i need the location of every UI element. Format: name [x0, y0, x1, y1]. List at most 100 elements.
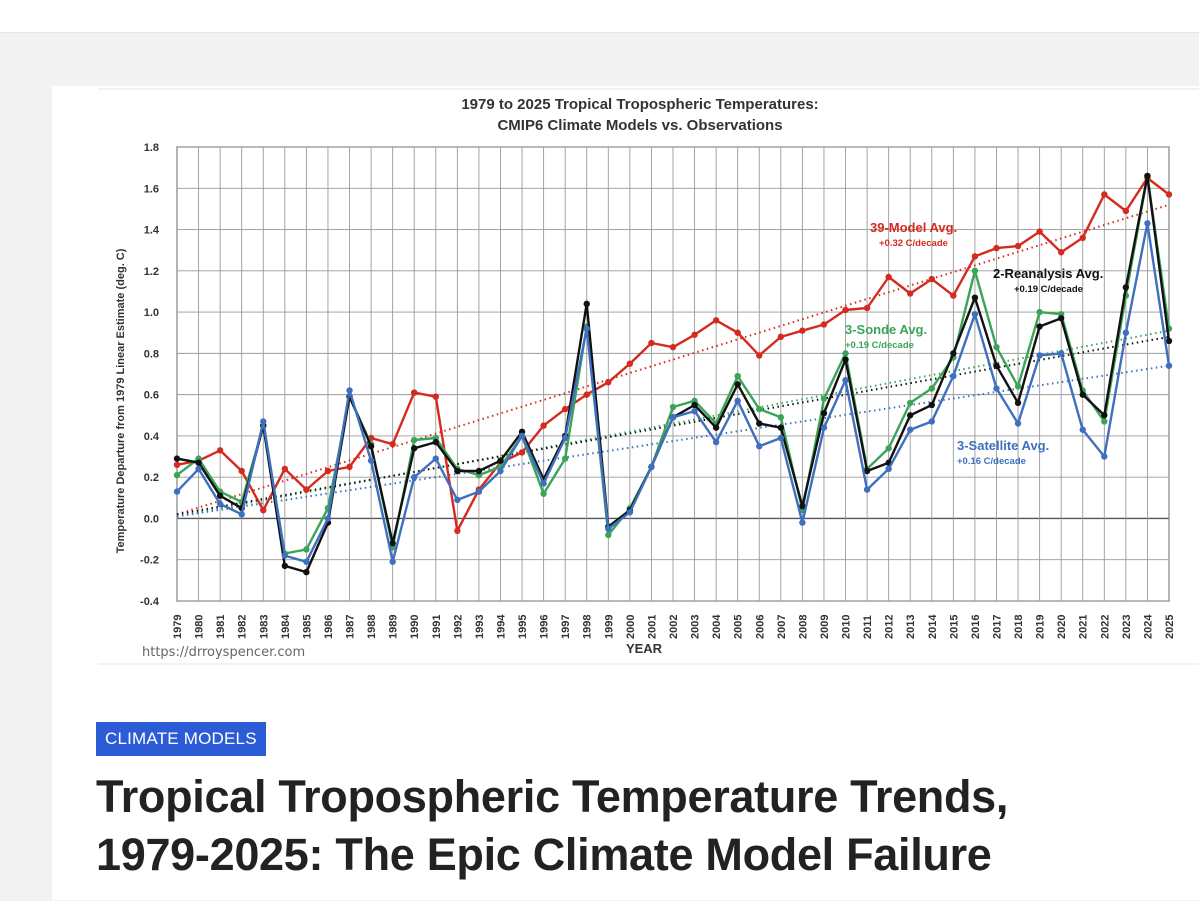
series-point-2 [1036, 323, 1043, 330]
series-point-0 [605, 379, 612, 386]
series-point-2 [216, 492, 224, 499]
series-point-0 [971, 253, 979, 260]
series-point-1 [885, 445, 892, 452]
y-tick-label: 1.2 [144, 266, 159, 278]
y-tick-label: 1.4 [144, 225, 160, 237]
series-point-2 [1144, 172, 1151, 180]
series-point-0 [411, 389, 418, 396]
series-point-3 [756, 443, 763, 450]
series-point-2 [1079, 391, 1086, 398]
series-point-2 [907, 412, 914, 419]
x-tick-label: 1996 [539, 615, 551, 639]
series-point-0 [928, 275, 935, 283]
series-point-0 [303, 486, 310, 493]
series-trend-label-2: +0.19 C/decade [1014, 284, 1083, 295]
article-title-line2[interactable]: 1979-2025: The Epic Climate Model Failur… [96, 829, 992, 880]
series-point-0 [432, 393, 439, 400]
series-point-0 [561, 405, 569, 413]
series-trend-label-0: +0.32 C/decade [879, 238, 948, 249]
series-point-3 [454, 496, 461, 504]
series-point-3 [216, 500, 224, 508]
series-point-3 [605, 525, 612, 532]
series-point-3 [950, 372, 957, 380]
series-point-2 [432, 438, 439, 446]
series-point-0 [454, 527, 461, 535]
x-tick-label: 2021 [1078, 615, 1090, 639]
source-url[interactable]: https://drroyspencer.com [142, 645, 305, 660]
series-point-0 [173, 461, 181, 468]
series-point-1 [411, 436, 418, 444]
y-tick-label: -0.4 [140, 596, 160, 608]
series-point-2 [691, 401, 698, 409]
x-tick-label: 2017 [991, 615, 1003, 639]
x-tick-label: 2007 [776, 615, 788, 639]
y-tick-label: 0.6 [144, 390, 159, 402]
x-tick-label: 1980 [194, 615, 206, 639]
series-point-3 [993, 385, 1000, 392]
series-point-3 [885, 465, 892, 473]
series-label-2: 2-Reanalysis Avg. [993, 266, 1103, 281]
series-point-2 [712, 424, 720, 431]
x-tick-label: 1986 [323, 615, 335, 639]
series-point-2 [928, 401, 935, 409]
article-title-line1[interactable]: Tropical Tropospheric Temperature Trends… [96, 771, 1009, 822]
x-axis-label: YEAR [626, 641, 663, 656]
series-point-3 [367, 457, 375, 464]
series-point-0 [842, 306, 849, 314]
series-point-0 [712, 317, 720, 324]
x-tick-label: 2008 [797, 615, 809, 639]
series-point-0 [669, 343, 677, 351]
series-point-3 [1144, 220, 1151, 227]
series-point-2 [756, 420, 763, 427]
series-point-0 [389, 440, 396, 448]
series-point-2 [475, 467, 483, 475]
series-label-1: 3-Sonde Avg. [845, 322, 927, 337]
category-badge[interactable]: CLIMATE MODELS [96, 722, 266, 756]
series-point-3 [1165, 362, 1173, 369]
series-point-0 [260, 507, 267, 514]
series-label-0: 39-Model Avg. [870, 220, 957, 235]
article-title[interactable]: Tropical Tropospheric Temperature Trends… [96, 768, 1156, 884]
series-point-3 [669, 414, 677, 421]
x-tick-label: 2009 [819, 615, 831, 639]
series-point-1 [734, 372, 741, 380]
series-point-3 [561, 434, 569, 442]
series-point-2 [1122, 284, 1130, 291]
series-point-0 [820, 321, 828, 328]
series-point-2 [863, 467, 871, 475]
series-point-0 [993, 244, 1000, 252]
x-tick-label: 1992 [452, 615, 464, 639]
series-point-3 [820, 424, 828, 431]
x-tick-label: 1988 [366, 615, 378, 639]
series-point-0 [626, 360, 634, 367]
series-point-0 [648, 339, 655, 347]
series-point-2 [1101, 412, 1108, 419]
series-point-1 [777, 414, 785, 421]
series-point-2 [281, 562, 289, 570]
series-point-1 [756, 405, 763, 413]
x-tick-label: 1983 [258, 615, 270, 639]
series-point-2 [820, 410, 828, 417]
x-tick-label: 1989 [388, 615, 400, 639]
series-point-3 [907, 426, 914, 433]
series-point-3 [799, 519, 806, 526]
series-point-0 [950, 292, 957, 299]
series-point-2 [454, 467, 461, 475]
series-point-3 [583, 325, 590, 332]
series-point-3 [238, 511, 245, 518]
y-tick-label: 1.8 [144, 142, 159, 154]
x-tick-label: 1985 [301, 615, 313, 639]
series-point-2 [303, 568, 310, 576]
y-axis-label: Temperature Departure from 1979 Linear E… [115, 248, 127, 553]
x-tick-label: 2001 [646, 615, 658, 639]
series-point-3 [863, 486, 871, 493]
y-tick-label: 1.6 [144, 183, 159, 195]
series-point-3 [1057, 350, 1065, 357]
series-point-0 [281, 465, 289, 473]
y-tick-label: 0.0 [144, 513, 159, 525]
series-point-0 [238, 467, 245, 475]
x-tick-label: 2016 [970, 615, 982, 639]
x-tick-label: 2004 [711, 614, 723, 639]
x-tick-label: 1984 [280, 614, 292, 639]
x-tick-label: 1994 [495, 614, 507, 639]
